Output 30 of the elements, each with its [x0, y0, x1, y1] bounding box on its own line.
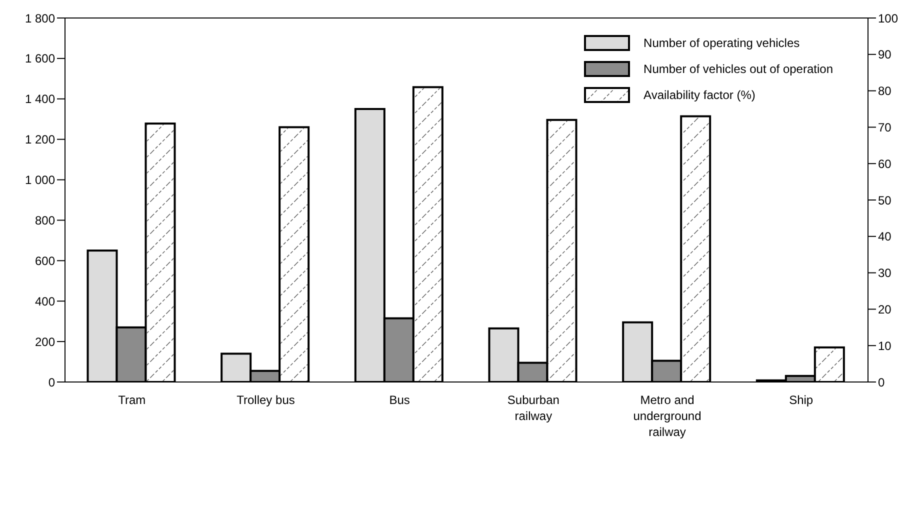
y-tick-label: 200	[34, 334, 56, 349]
x-tick-label: Metro and underground railway	[633, 393, 702, 439]
x-tick-label: Suburban railway	[507, 393, 560, 423]
y2-tick-label: 10	[878, 338, 892, 353]
x-tick-label: Tram	[118, 393, 146, 407]
y2-tick-label: 80	[878, 84, 892, 98]
y2-tick-label: 60	[878, 156, 892, 171]
x-tick-label: Trolley bus	[236, 393, 295, 407]
legend-label: Number of vehicles out of operation	[644, 62, 833, 76]
y-tick-label: 1 400	[24, 92, 56, 106]
y-tick-label: 0	[48, 375, 56, 390]
x-tick-label: Ship	[789, 393, 814, 407]
y2-tick-label: 30	[878, 266, 892, 280]
y2-tick-label: 40	[878, 230, 892, 244]
legend-label: Number of operating vehicles	[644, 36, 800, 50]
y2-tick-label: 70	[878, 120, 892, 134]
y-tick-label: 1 800	[24, 11, 56, 26]
legend-label: Availability factor (%)	[644, 88, 756, 102]
y2-tick-label: 50	[878, 193, 892, 208]
y2-tick-label: 90	[878, 48, 892, 62]
y2-tick-label: 0	[878, 375, 885, 390]
y-tick-label: 1 200	[24, 132, 56, 147]
x-tick-label: Bus	[389, 393, 410, 407]
y-tick-label: 1 600	[24, 52, 56, 66]
y-tick-label: 600	[34, 254, 56, 268]
y-tick-label: 800	[34, 213, 56, 228]
y2-tick-label: 100	[878, 11, 898, 26]
y2-tick-label: 20	[878, 302, 892, 316]
y-tick-label: 400	[34, 294, 56, 308]
y-tick-label: 1 000	[24, 173, 56, 188]
